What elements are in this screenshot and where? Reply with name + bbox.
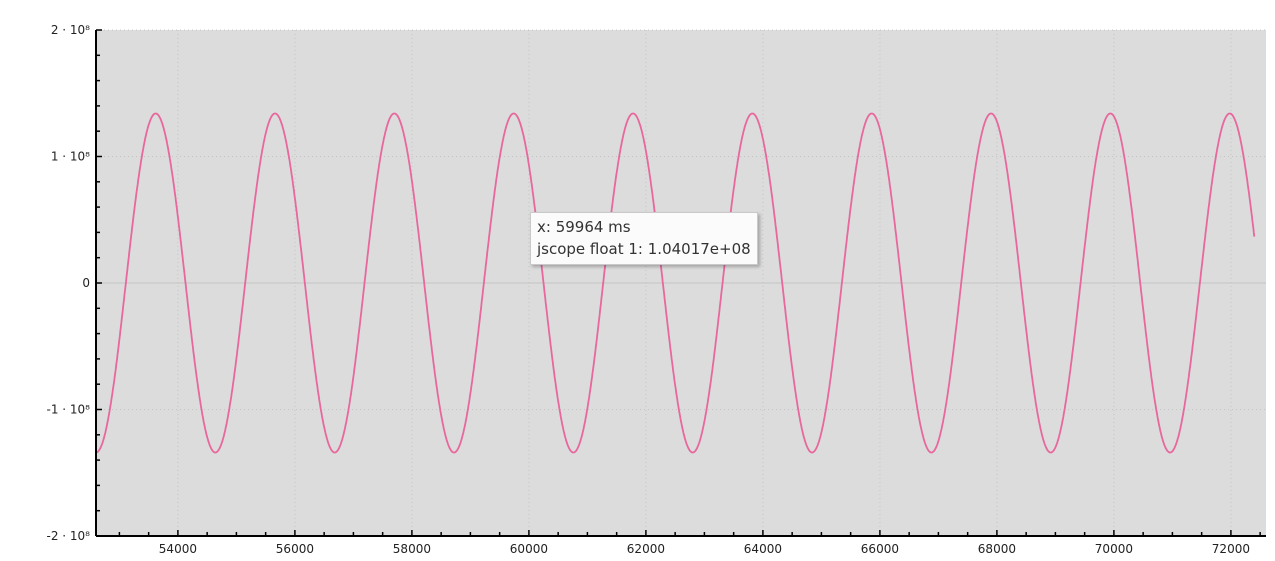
x-tick-label: 72000 [1212,542,1250,556]
tooltip-x-value: x: 59964 ms [537,218,631,236]
x-tick-label: 54000 [159,542,197,556]
x-tick-label: 64000 [744,542,782,556]
x-tick-label: 66000 [861,542,899,556]
y-axis-ticks: 2 · 10⁸ 1 · 10⁸ 0 -1 · 10⁸ -2 · 10⁸ [47,23,102,543]
y-tick-label: 2 · 10⁸ [51,23,90,37]
value-tooltip: x: 59964 ms jscope float 1: 1.04017e+08 [530,212,758,265]
x-tick-label: 60000 [510,542,548,556]
x-tick-label: 68000 [978,542,1016,556]
y-tick-label: 0 [82,276,90,290]
x-tick-label: 62000 [627,542,665,556]
tooltip-series-value: jscope float 1: 1.04017e+08 [537,240,751,258]
x-axis-ticks: 54000 56000 58000 60000 62000 64000 66000 68000… [118,530,1261,556]
x-tick-label: 58000 [393,542,431,556]
y-tick-label: 1 · 10⁸ [51,150,90,164]
x-tick-label: 56000 [276,542,314,556]
x-tick-label: 70000 [1095,542,1133,556]
y-tick-label: -2 · 10⁸ [47,529,91,543]
y-tick-label: -1 · 10⁸ [47,403,91,417]
series-line-jscope-float-1 [96,112,1256,454]
